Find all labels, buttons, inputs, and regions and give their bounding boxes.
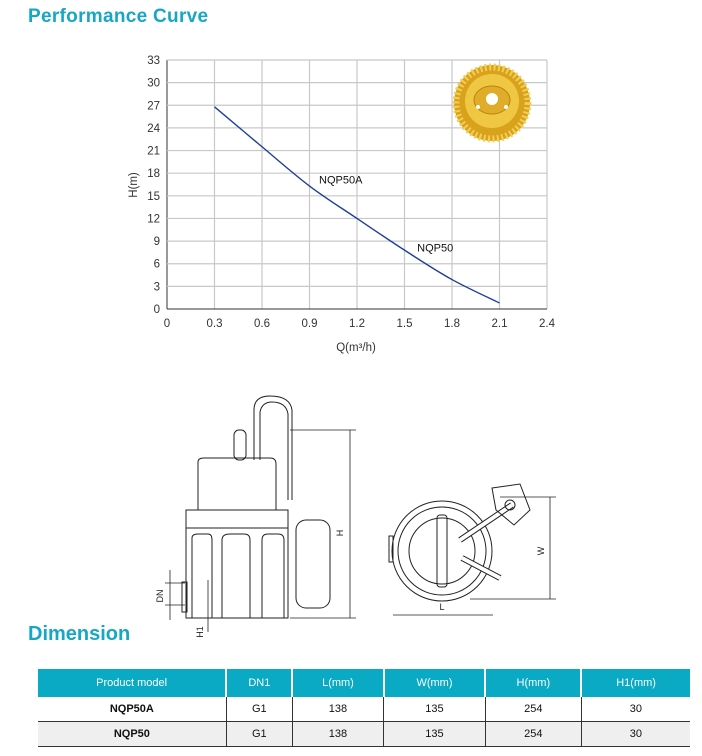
y-tick-label: 15 <box>147 191 160 203</box>
y-tick-label: 3 <box>154 281 160 293</box>
y-tick-label: 18 <box>147 168 160 180</box>
y-tick-label: 21 <box>147 146 160 158</box>
y-tick-label: 9 <box>154 236 160 248</box>
dimension-heading: Dimension <box>28 623 131 645</box>
pump-top-view <box>388 483 531 602</box>
x-tick-label: 2.4 <box>539 318 556 330</box>
x-tick-label: 0.9 <box>302 318 318 330</box>
cell: G1 <box>225 721 293 747</box>
performance-chart: 0 0.3 0.6 0.9 1.2 1.5 1.8 2.1 2.4 0 3 6 9 12 15 18 21 24 2… <box>128 55 556 354</box>
y-tick-label: 6 <box>154 259 160 271</box>
dim-label-l: L <box>439 602 444 612</box>
pump-side-view <box>181 395 331 619</box>
dimension-table: Product model DN1 L(mm) W(mm) H(mm) H1(m… <box>38 669 690 747</box>
y-tick-label: 27 <box>147 100 160 112</box>
dim-label-dn: DN <box>155 590 165 603</box>
cell: 135 <box>383 721 486 747</box>
y-tick-label: 12 <box>147 213 160 225</box>
table-header-row: Product model DN1 L(mm) W(mm) H(mm) H1(m… <box>38 669 690 697</box>
y-tick-label: 24 <box>147 123 160 135</box>
cell: 30 <box>580 697 690 722</box>
y-axis-label: H(m) <box>128 172 140 198</box>
y-tick-label: 30 <box>147 78 160 90</box>
dimension-drawing: H W L DN H1 <box>155 395 556 638</box>
y-tick-label: 0 <box>154 304 160 316</box>
col-header: W(mm) <box>382 669 486 697</box>
x-axis-label: Q(m³/h) <box>336 342 376 354</box>
x-tick-label: 1.2 <box>349 318 365 330</box>
dim-label-h: H <box>335 530 345 537</box>
cell: 254 <box>484 697 582 722</box>
curve-line <box>214 106 500 304</box>
col-header: DN1 <box>225 669 293 697</box>
cell: NQP50 <box>38 721 227 747</box>
col-header: H1(mm) <box>580 669 690 697</box>
performance-curve-heading: Performance Curve <box>28 6 209 27</box>
table-row: NQP50A G1 138 135 254 30 <box>38 697 690 722</box>
cell: 254 <box>484 721 582 747</box>
col-header: Product model <box>38 669 227 697</box>
x-tick-label: 0 <box>164 318 170 330</box>
cell: G1 <box>225 697 293 722</box>
cell: 138 <box>291 697 384 722</box>
x-tick-label: 1.5 <box>397 318 413 330</box>
cell: 135 <box>383 697 486 722</box>
col-header: L(mm) <box>291 669 384 697</box>
x-tick-label: 1.8 <box>444 318 460 330</box>
cell: NQP50A <box>38 697 227 722</box>
curve-annotation: NQP50A <box>319 175 363 187</box>
dim-label-w: W <box>536 546 546 555</box>
impeller-image <box>452 63 532 143</box>
y-tick-label: 33 <box>147 55 160 67</box>
x-tick-label: 0.3 <box>207 318 223 330</box>
dim-label-h1: H1 <box>195 626 205 638</box>
x-tick-label: 0.6 <box>254 318 270 330</box>
col-header: H(mm) <box>484 669 582 697</box>
cell: 138 <box>291 721 384 747</box>
cell: 30 <box>580 721 690 747</box>
curve-annotation: NQP50 <box>417 243 453 255</box>
x-tick-label: 2.1 <box>492 318 508 330</box>
table-row: NQP50 G1 138 135 254 30 <box>38 721 690 747</box>
